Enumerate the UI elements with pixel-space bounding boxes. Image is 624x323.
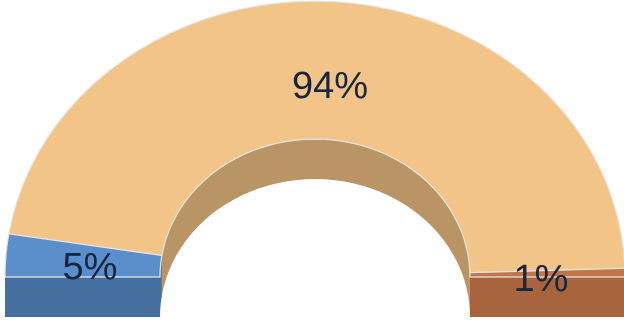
slice-data-label: 5% (63, 246, 118, 288)
pie-slice (469, 267, 624, 278)
slice-data-label: 1% (514, 258, 569, 300)
slice-front-face-left (5, 277, 160, 317)
chart-depth-layer (5, 139, 624, 317)
slice-data-label: 94% (292, 65, 368, 107)
chart-labels-layer: 5% 94% 1% (63, 65, 569, 300)
pie-slice (8, 0, 624, 274)
slice-front-face-right (470, 277, 624, 317)
slice-inner-wall (161, 139, 470, 313)
chart-slices-layer (4, 0, 624, 278)
